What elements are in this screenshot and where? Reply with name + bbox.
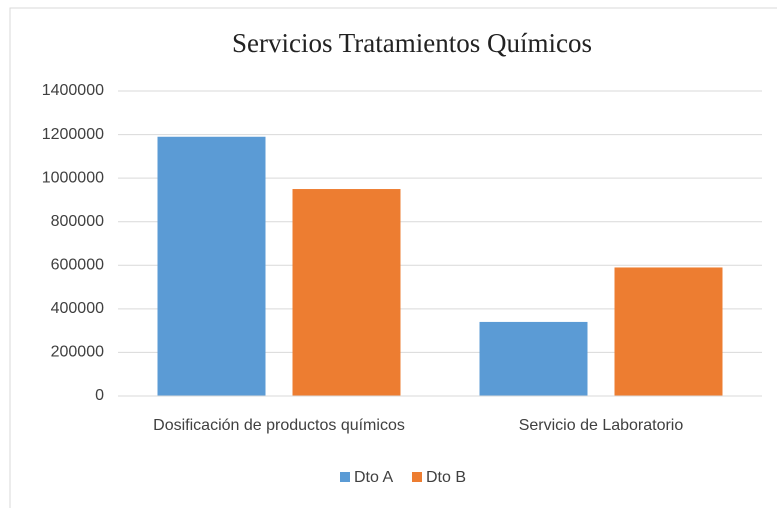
- bar: [614, 267, 723, 396]
- bar: [292, 189, 401, 396]
- x-tick-label: Servicio de Laboratorio: [519, 417, 684, 434]
- y-tick-label: 0: [95, 387, 104, 404]
- legend-swatch: [412, 472, 422, 482]
- y-tick-label: 1200000: [42, 126, 104, 143]
- y-tick-label: 400000: [51, 300, 104, 317]
- y-tick-label: 1400000: [42, 82, 104, 99]
- y-tick-label: 200000: [51, 344, 104, 361]
- bar: [157, 136, 266, 396]
- y-tick-label: 600000: [51, 257, 104, 274]
- x-tick-label: Dosificación de productos químicos: [153, 417, 405, 434]
- legend-label: Dto B: [426, 469, 466, 486]
- y-tick-label: 1000000: [42, 169, 104, 186]
- chart-title: Servicios Tratamientos Químicos: [232, 28, 592, 58]
- y-tick-label: 800000: [51, 213, 104, 230]
- legend-swatch: [340, 472, 350, 482]
- bar: [479, 321, 588, 396]
- legend-label: Dto A: [354, 469, 393, 486]
